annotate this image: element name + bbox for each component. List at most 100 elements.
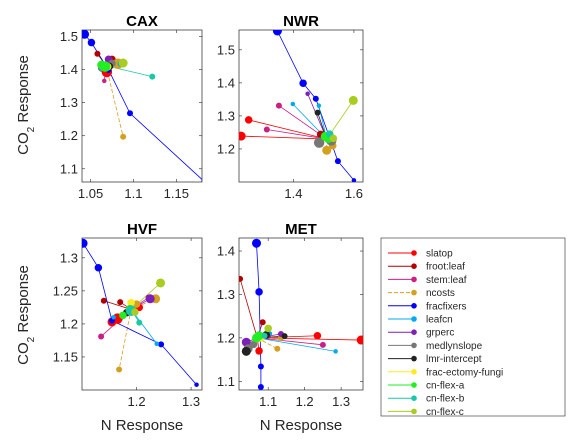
point-cn-flex-a — [99, 61, 111, 72]
point-grperc — [305, 91, 310, 97]
point-fracfixers — [272, 30, 282, 36]
legend-marker — [411, 342, 417, 349]
point-slatop — [313, 331, 322, 340]
point-fracfixers — [194, 382, 199, 387]
legend-label: frac-ectomy-fungi — [426, 367, 503, 378]
point-fracfixers — [158, 341, 165, 348]
x-tick-label: 1.1 — [259, 394, 277, 409]
point-cn-flex-a — [252, 333, 262, 343]
point-fracfixers — [255, 288, 263, 296]
point-cn-flex-c — [131, 308, 139, 316]
data-layer — [82, 238, 199, 387]
point-cn-flex-b — [149, 73, 156, 80]
point-fracfixers — [94, 263, 103, 272]
legend-label: fracfixers — [426, 301, 467, 312]
panel-nwr: NWR 1.4 1.6 1.2 1.3 1.4 1.5 — [217, 13, 364, 201]
plot-area — [238, 29, 364, 183]
y-axis-label-top: CO2 Response — [15, 55, 37, 155]
point-ncosts — [120, 133, 127, 140]
point-fracfixers — [299, 79, 307, 87]
point-cn-flex-c — [348, 95, 358, 105]
series-line-stem:leaf — [257, 337, 323, 346]
x-axis-label-left: N Response — [101, 417, 184, 434]
point-ncosts — [274, 345, 281, 352]
point-cn-flex-b — [136, 319, 143, 326]
y-tick-label: 1.1 — [217, 374, 235, 389]
point-fracfixers — [127, 110, 133, 117]
data-layer — [239, 30, 358, 182]
point-froot:leaf — [94, 50, 101, 57]
legend-marker — [411, 329, 417, 336]
series-line-ncosts — [105, 65, 124, 137]
point-froot:leaf — [259, 319, 266, 326]
x-tick-label: 1.05 — [78, 186, 103, 201]
series-line-grperc — [307, 93, 328, 140]
point-slatop — [239, 131, 246, 141]
legend-label: cn-flex-a — [426, 381, 465, 392]
series-line-leafcn — [257, 337, 336, 352]
point-lmr-intercept — [314, 109, 321, 116]
point-fracfixers — [257, 363, 264, 370]
point-cn-flex-c — [118, 58, 128, 68]
panel-title: NWR — [283, 13, 319, 30]
y-tick-label: 1.2 — [60, 128, 78, 143]
point-froot:leaf — [239, 275, 244, 282]
point-leafcn — [154, 341, 159, 346]
point-leafcn — [333, 349, 338, 354]
point-fracfixers — [252, 238, 262, 248]
y-tick-label: 1.4 — [217, 244, 235, 259]
legend-label: ncosts — [426, 288, 455, 299]
x-tick-label: 1.15 — [164, 186, 189, 201]
point-fracfixers — [334, 158, 341, 165]
x-tick-label: 1.2 — [128, 394, 146, 409]
series-line-slatop — [248, 119, 327, 140]
point-ncosts — [322, 145, 332, 155]
y-tick-label: 1.2 — [217, 141, 235, 156]
legend-label: medlynslope — [426, 341, 483, 352]
legend-marker — [411, 382, 417, 388]
point-froot:leaf — [100, 297, 107, 304]
plot-area — [81, 237, 203, 391]
panel-title: CAX — [126, 13, 158, 30]
point-leafcn — [290, 101, 296, 107]
legend-marker — [411, 355, 417, 362]
y-tick-label: 1.4 — [217, 75, 235, 90]
point-leafcn — [316, 103, 322, 108]
legend-marker — [411, 369, 417, 375]
series-line-ncosts — [130, 298, 156, 310]
legend-marker — [411, 263, 417, 270]
legend-marker — [411, 316, 417, 322]
y-tick-label: 1.5 — [217, 42, 235, 57]
point-stem:leaf — [98, 333, 105, 340]
point-cn-flex-b — [261, 332, 268, 339]
legend-label: froot:leaf — [426, 262, 465, 273]
y-tick-label: 1.15 — [53, 349, 78, 364]
y-tick-label: 1.1 — [60, 161, 78, 176]
point-grperc — [145, 294, 155, 304]
series-line-fracfixers — [256, 243, 262, 387]
point-stem:leaf — [275, 102, 282, 109]
legend-label: cn-flex-c — [426, 407, 464, 418]
x-tick-label: 1.4 — [284, 186, 302, 201]
point-fracfixers — [82, 238, 88, 248]
y-tick-label: 1.25 — [53, 283, 78, 298]
point-medlynslope — [249, 340, 258, 349]
panel-met: MET 1.1 1.2 1.3 1.1 1.2 1.3 1.4 — [217, 221, 364, 409]
point-fracfixers — [257, 383, 264, 390]
x-tick-label: 1.3 — [332, 394, 350, 409]
point-stem:leaf — [102, 78, 107, 84]
legend-marker — [411, 276, 417, 283]
legend-label: lmr-intercept — [426, 354, 482, 365]
legend-label: grperc — [426, 328, 454, 339]
legend-marker — [411, 289, 417, 296]
point-stem:leaf — [263, 126, 270, 133]
data-layer — [239, 238, 363, 390]
point-medlynslope — [313, 137, 325, 148]
legend-marker — [411, 303, 417, 309]
series-line-slatop — [241, 135, 327, 140]
y-tick-label: 1.3 — [60, 95, 78, 110]
point-lmr-intercept — [281, 333, 288, 340]
legend-marker — [411, 250, 417, 256]
y-tick-label: 1.5 — [60, 29, 78, 44]
x-tick-label: 1.3 — [182, 394, 200, 409]
